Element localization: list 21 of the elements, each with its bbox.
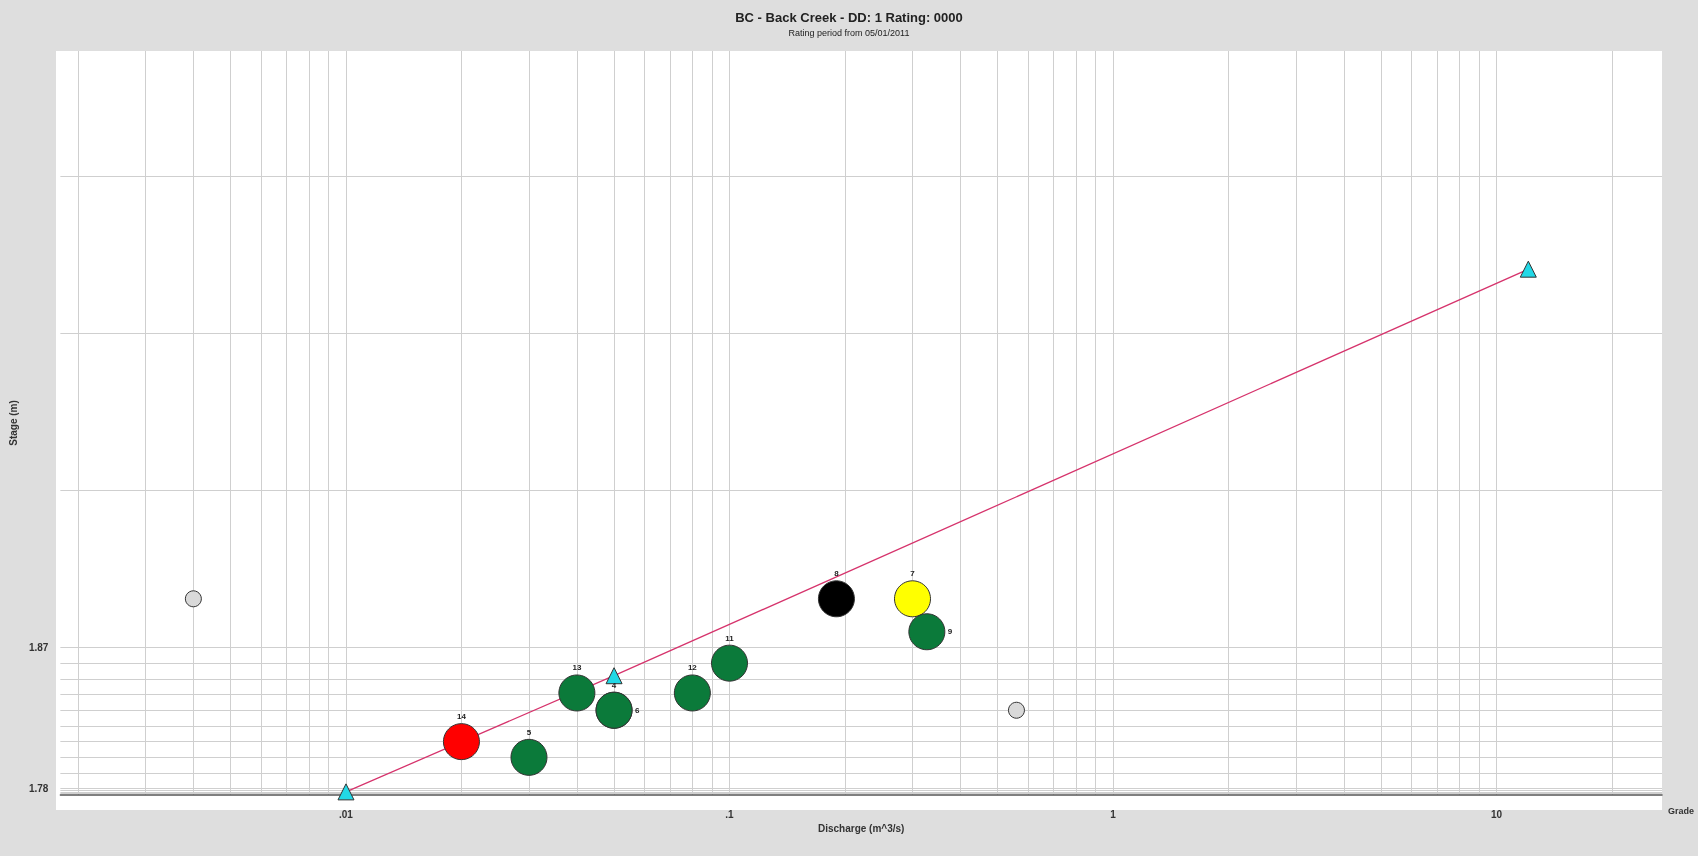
annotation: 7 <box>910 569 916 579</box>
text: Grade <box>1667 805 1694 816</box>
annotation: 12 <box>687 663 698 673</box>
y-axis-title: Stage (m) <box>7 400 19 446</box>
x-axis-title: Discharge (m^3/s) <box>817 823 905 835</box>
y-tick-label: 1.87 <box>28 641 49 653</box>
annotation: 8 <box>834 569 840 579</box>
chart-subtitle: Rating period from 05/01/2011 <box>788 27 910 38</box>
annotation: 11 <box>725 633 735 643</box>
annotation: 6 <box>635 705 641 715</box>
annotation: 14 <box>456 712 467 722</box>
x-tick-label: .1 <box>725 808 735 820</box>
annotation: 9 <box>947 627 953 637</box>
annotation: 4 <box>611 680 617 690</box>
chart-title: BC - Back Creek - DD: 1 Rating: 0000 <box>735 10 963 25</box>
y-tick-label: 1.78 <box>28 783 49 795</box>
annotation: 5 <box>526 727 532 737</box>
x-tick-label: .01 <box>339 808 354 820</box>
annotation: 13 <box>572 663 582 673</box>
x-tick-label: 10 <box>1491 808 1503 820</box>
x-tick-label: 1 <box>1110 808 1117 820</box>
